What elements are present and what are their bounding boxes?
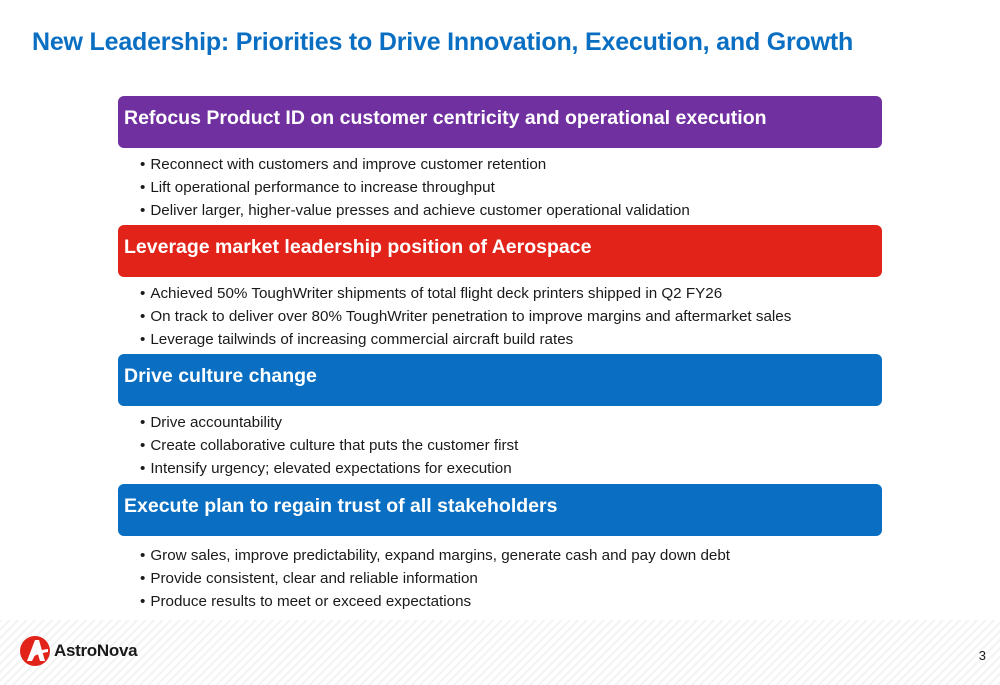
bullet-item: Drive accountability <box>140 411 882 434</box>
priority-section-culture: Drive culture change Drive accountabilit… <box>118 354 882 480</box>
logo-wordmark: AstroNova <box>54 641 138 660</box>
priority-section-product-id: Refocus Product ID on customer centricit… <box>118 96 882 222</box>
footer-band <box>0 620 1000 685</box>
bullet-item: On track to deliver over 80% ToughWriter… <box>140 305 882 328</box>
bullet-item: Reconnect with customers and improve cus… <box>140 153 882 176</box>
bullet-item: Lift operational performance to increase… <box>140 176 882 199</box>
bullet-list: Drive accountability Create collaborativ… <box>118 411 882 480</box>
priority-section-aerospace: Leverage market leadership position of A… <box>118 225 882 351</box>
section-heading-banner: Refocus Product ID on customer centricit… <box>118 96 882 148</box>
bullet-item: Create collaborative culture that puts t… <box>140 434 882 457</box>
bullet-item: Deliver larger, higher-value presses and… <box>140 199 882 222</box>
section-heading-banner: Execute plan to regain trust of all stak… <box>118 484 882 536</box>
section-heading-banner: Leverage market leadership position of A… <box>118 225 882 277</box>
bullet-list: Reconnect with customers and improve cus… <box>118 153 882 222</box>
priority-section-stakeholders: Execute plan to regain trust of all stak… <box>118 484 882 613</box>
bullet-item: Intensify urgency; elevated expectations… <box>140 457 882 480</box>
bullet-item: Leverage tailwinds of increasing commerc… <box>140 328 882 351</box>
bullet-item: Achieved 50% ToughWriter shipments of to… <box>140 282 882 305</box>
bullet-list: Achieved 50% ToughWriter shipments of to… <box>118 282 882 351</box>
section-heading-banner: Drive culture change <box>118 354 882 406</box>
astronova-logo-icon <box>20 636 50 666</box>
bullet-item: Grow sales, improve predictability, expa… <box>140 544 882 567</box>
page-number: 3 <box>978 648 986 663</box>
bullet-list: Grow sales, improve predictability, expa… <box>118 544 882 613</box>
company-logo: AstroNova <box>18 634 138 668</box>
bullet-item: Produce results to meet or exceed expect… <box>140 590 882 613</box>
bullet-item: Provide consistent, clear and reliable i… <box>140 567 882 590</box>
slide-title: New Leadership: Priorities to Drive Inno… <box>32 28 854 56</box>
